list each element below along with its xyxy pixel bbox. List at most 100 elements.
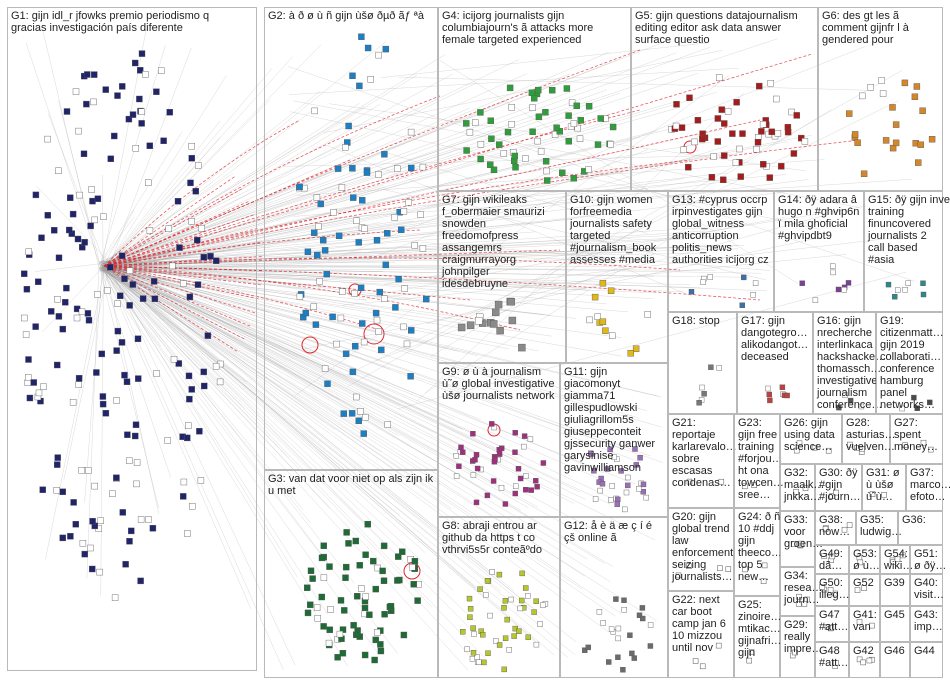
- network-node[interactable]: [793, 489, 799, 495]
- network-node[interactable]: [768, 128, 775, 136]
- network-node[interactable]: [149, 525, 157, 532]
- network-node[interactable]: [621, 597, 627, 603]
- network-node[interactable]: [523, 487, 529, 493]
- network-node[interactable]: [710, 153, 717, 160]
- network-node[interactable]: [542, 109, 549, 116]
- network-node[interactable]: [516, 628, 522, 634]
- network-node[interactable]: [833, 659, 839, 666]
- network-node[interactable]: [732, 159, 740, 166]
- network-node[interactable]: [754, 138, 762, 146]
- network-node[interactable]: [602, 327, 609, 334]
- network-node[interactable]: [733, 99, 740, 106]
- network-node[interactable]: [504, 128, 512, 136]
- network-node[interactable]: [678, 124, 686, 131]
- network-node[interactable]: [187, 179, 194, 187]
- network-node[interactable]: [470, 431, 476, 437]
- network-node[interactable]: [102, 410, 110, 417]
- network-node[interactable]: [321, 247, 329, 254]
- network-node[interactable]: [309, 575, 316, 582]
- network-node[interactable]: [832, 590, 838, 597]
- network-node[interactable]: [378, 346, 385, 354]
- network-node[interactable]: [890, 559, 897, 565]
- network-node[interactable]: [353, 217, 360, 225]
- network-node[interactable]: [739, 130, 746, 137]
- network-node[interactable]: [394, 165, 401, 172]
- network-node[interactable]: [355, 417, 362, 424]
- network-node[interactable]: [767, 79, 774, 87]
- network-node[interactable]: [381, 151, 388, 158]
- network-node[interactable]: [515, 466, 522, 472]
- network-node[interactable]: [122, 561, 129, 568]
- network-node[interactable]: [111, 594, 119, 601]
- network-node[interactable]: [96, 568, 103, 576]
- network-node[interactable]: [104, 287, 111, 294]
- network-node[interactable]: [559, 169, 566, 177]
- network-node[interactable]: [917, 141, 924, 148]
- network-node[interactable]: [372, 585, 379, 593]
- network-node[interactable]: [25, 374, 32, 381]
- network-node[interactable]: [339, 288, 346, 295]
- network-node[interactable]: [822, 526, 829, 532]
- network-node[interactable]: [857, 559, 864, 566]
- network-node[interactable]: [339, 650, 347, 657]
- network-node[interactable]: [609, 332, 616, 339]
- network-node[interactable]: [573, 102, 580, 110]
- network-node[interactable]: [476, 659, 482, 665]
- network-node[interactable]: [75, 381, 83, 388]
- network-node[interactable]: [330, 208, 337, 216]
- network-node[interactable]: [66, 194, 74, 201]
- network-node[interactable]: [186, 293, 194, 301]
- network-node[interactable]: [477, 141, 485, 148]
- network-node[interactable]: [311, 229, 318, 236]
- network-node[interactable]: [361, 651, 369, 659]
- network-node[interactable]: [793, 112, 800, 119]
- network-node[interactable]: [146, 142, 154, 150]
- network-node[interactable]: [188, 503, 196, 510]
- network-node[interactable]: [114, 92, 121, 99]
- network-node[interactable]: [627, 350, 634, 357]
- network-node[interactable]: [312, 321, 320, 328]
- network-node[interactable]: [138, 120, 145, 127]
- network-node[interactable]: [326, 626, 333, 633]
- network-node[interactable]: [829, 553, 836, 560]
- network-node[interactable]: [85, 467, 92, 474]
- network-node[interactable]: [48, 308, 55, 315]
- network-node[interactable]: [380, 542, 388, 550]
- network-node[interactable]: [477, 109, 484, 116]
- network-node[interactable]: [133, 459, 141, 466]
- network-node[interactable]: [87, 222, 94, 230]
- network-node[interactable]: [463, 120, 470, 127]
- network-node[interactable]: [118, 339, 126, 346]
- network-node[interactable]: [89, 518, 96, 525]
- network-node[interactable]: [599, 481, 606, 487]
- network-node[interactable]: [355, 239, 362, 246]
- network-node[interactable]: [507, 298, 515, 306]
- network-node[interactable]: [531, 95, 538, 102]
- network-node[interactable]: [484, 578, 491, 584]
- network-node[interactable]: [113, 397, 120, 404]
- network-node[interactable]: [111, 132, 118, 140]
- network-node[interactable]: [760, 161, 767, 168]
- network-node[interactable]: [391, 214, 398, 221]
- network-node[interactable]: [636, 612, 643, 618]
- network-node[interactable]: [739, 302, 745, 308]
- network-node[interactable]: [537, 148, 545, 155]
- network-node[interactable]: [699, 384, 705, 391]
- network-node[interactable]: [352, 537, 359, 545]
- network-node[interactable]: [790, 150, 798, 157]
- network-node[interactable]: [717, 565, 723, 571]
- network-node[interactable]: [348, 410, 356, 417]
- network-node[interactable]: [144, 179, 152, 187]
- network-node[interactable]: [89, 565, 96, 573]
- network-node[interactable]: [900, 552, 906, 559]
- network-node[interactable]: [387, 603, 395, 610]
- network-node[interactable]: [812, 297, 819, 303]
- network-node[interactable]: [411, 242, 418, 249]
- network-node[interactable]: [342, 144, 349, 151]
- network-node[interactable]: [913, 83, 921, 90]
- network-node[interactable]: [512, 449, 518, 455]
- network-node[interactable]: [523, 585, 529, 591]
- network-node[interactable]: [116, 292, 124, 299]
- network-node[interactable]: [129, 111, 137, 118]
- network-node[interactable]: [842, 392, 848, 398]
